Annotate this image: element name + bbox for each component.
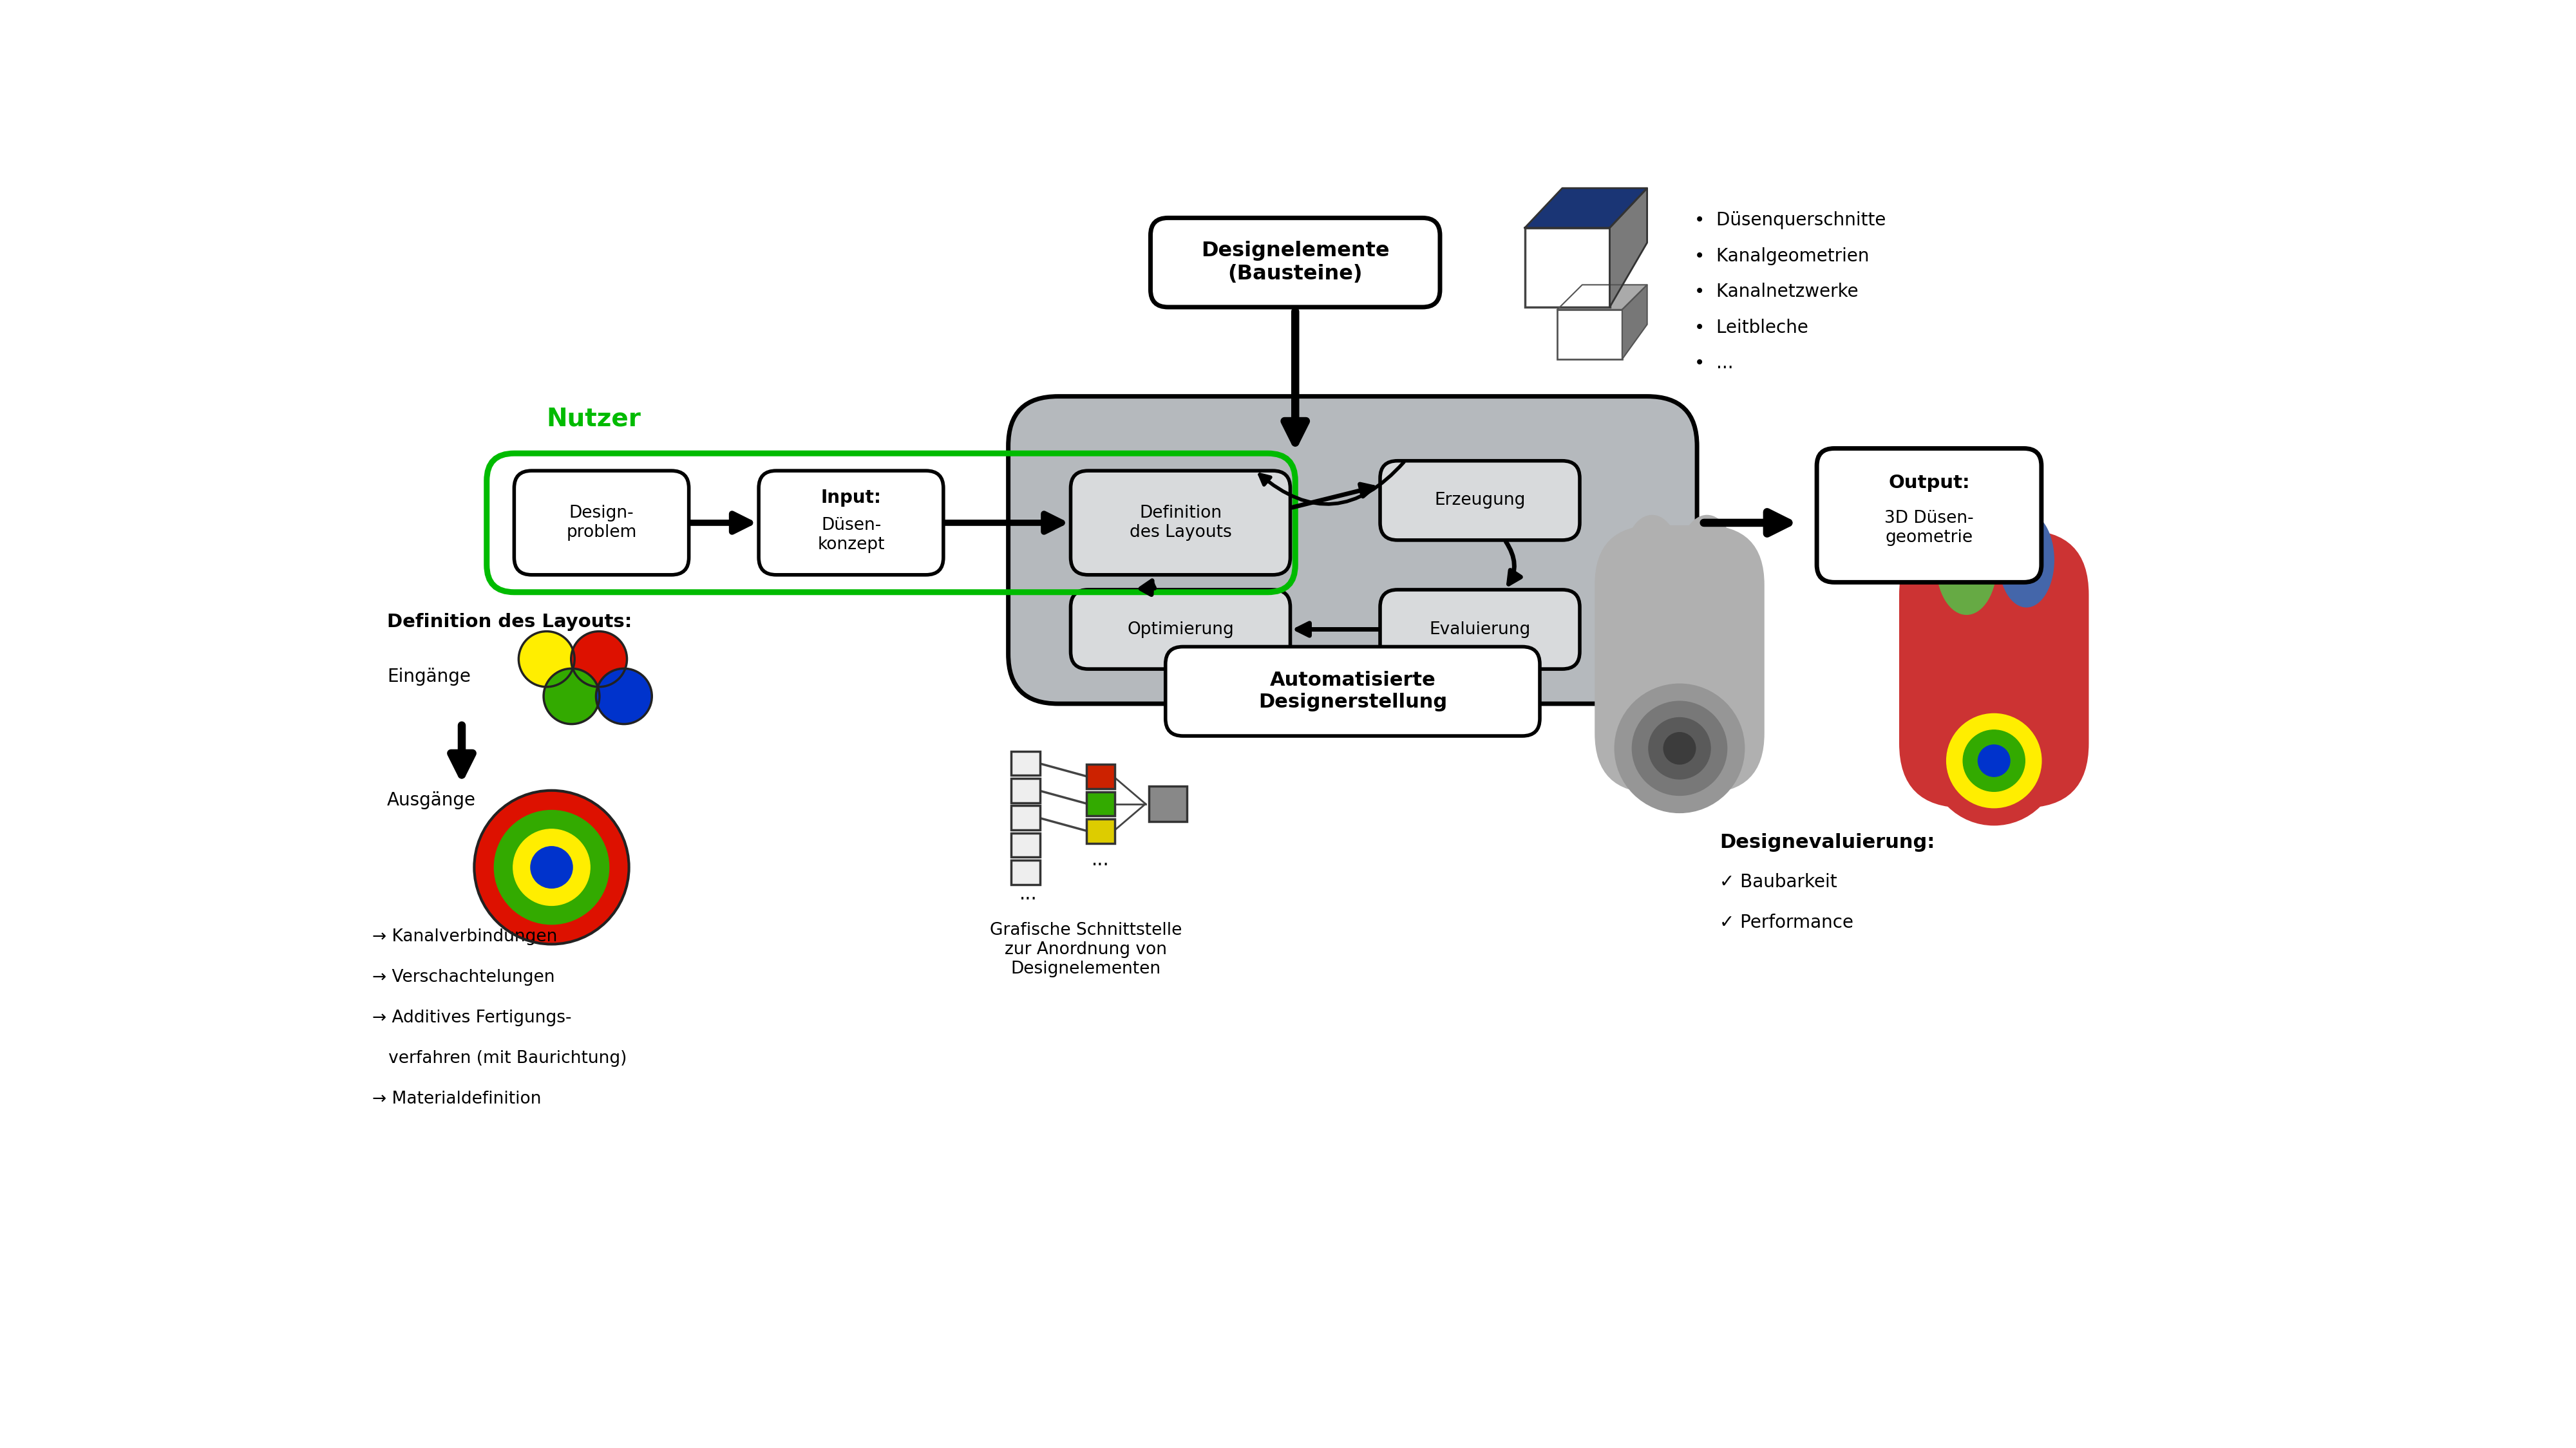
Circle shape	[572, 631, 626, 686]
Circle shape	[495, 811, 608, 924]
Ellipse shape	[1680, 515, 1734, 605]
Circle shape	[544, 669, 600, 724]
FancyBboxPatch shape	[1899, 530, 2089, 808]
FancyBboxPatch shape	[1012, 805, 1041, 830]
Circle shape	[1615, 683, 1744, 812]
Circle shape	[1963, 730, 2025, 792]
FancyBboxPatch shape	[1087, 820, 1115, 843]
Text: ✓ Baubarkeit: ✓ Baubarkeit	[1721, 873, 1837, 891]
Circle shape	[1633, 701, 1726, 795]
Text: ...: ...	[1092, 851, 1110, 869]
Text: Erzeugung: Erzeugung	[1435, 492, 1525, 508]
FancyBboxPatch shape	[1558, 310, 1623, 359]
FancyBboxPatch shape	[1012, 752, 1041, 775]
FancyBboxPatch shape	[1012, 833, 1041, 857]
Circle shape	[1664, 733, 1695, 765]
FancyBboxPatch shape	[1007, 397, 1698, 704]
Text: Automatisierte
Designerstellung: Automatisierte Designerstellung	[1257, 672, 1448, 711]
Circle shape	[1649, 718, 1710, 779]
Text: Optimierung: Optimierung	[1128, 621, 1234, 637]
Text: Input:: Input:	[822, 489, 881, 507]
Text: 3D: 3D	[1551, 255, 1582, 275]
Text: → Verschachtelungen: → Verschachtelungen	[371, 969, 554, 986]
Text: Output:: Output:	[1888, 473, 1971, 492]
Text: •  Kanalnetzwerke: • Kanalnetzwerke	[1695, 282, 1857, 301]
Text: → Materialdefinition: → Materialdefinition	[371, 1090, 541, 1108]
Circle shape	[1947, 714, 2040, 808]
FancyBboxPatch shape	[1012, 860, 1041, 885]
FancyBboxPatch shape	[1072, 471, 1291, 575]
Text: verfahren (mit Baurichtung): verfahren (mit Baurichtung)	[371, 1050, 626, 1067]
FancyBboxPatch shape	[760, 471, 943, 575]
FancyBboxPatch shape	[1595, 526, 1765, 794]
FancyBboxPatch shape	[1525, 227, 1610, 307]
Circle shape	[595, 669, 652, 724]
Text: Designevaluierung:: Designevaluierung:	[1721, 833, 1935, 851]
FancyBboxPatch shape	[1164, 647, 1540, 736]
FancyBboxPatch shape	[1149, 786, 1188, 821]
Text: Definition
des Layouts: Definition des Layouts	[1128, 505, 1231, 540]
Ellipse shape	[1625, 515, 1680, 605]
Text: Nutzer: Nutzer	[546, 407, 641, 432]
FancyBboxPatch shape	[1012, 779, 1041, 802]
Ellipse shape	[1999, 513, 2053, 607]
Text: Grafische Schnittstelle
zur Anordnung von
Designelementen: Grafische Schnittstelle zur Anordnung vo…	[989, 922, 1182, 977]
Circle shape	[1929, 696, 2058, 825]
Text: Definition des Layouts:: Definition des Layouts:	[386, 613, 631, 631]
Text: Düsen-
konzept: Düsen- konzept	[817, 517, 884, 553]
Text: •  Kanalgeometrien: • Kanalgeometrien	[1695, 248, 1870, 265]
Text: Evaluierung: Evaluierung	[1430, 621, 1530, 637]
Text: Design-
problem: Design- problem	[567, 505, 636, 540]
FancyBboxPatch shape	[1381, 589, 1579, 669]
Ellipse shape	[1937, 515, 1996, 614]
Text: ...: ...	[1020, 886, 1038, 904]
Polygon shape	[1525, 188, 1646, 227]
Circle shape	[513, 830, 590, 905]
FancyBboxPatch shape	[1072, 589, 1291, 669]
FancyBboxPatch shape	[1381, 460, 1579, 540]
Polygon shape	[1558, 285, 1646, 310]
Text: → Additives Fertigungs-: → Additives Fertigungs-	[371, 1009, 572, 1027]
Circle shape	[531, 847, 572, 888]
FancyBboxPatch shape	[515, 471, 688, 575]
FancyBboxPatch shape	[1087, 792, 1115, 817]
Polygon shape	[1610, 188, 1646, 307]
Text: Designelemente
(Bausteine): Designelemente (Bausteine)	[1200, 240, 1388, 284]
Circle shape	[474, 791, 629, 944]
Text: Ausgänge: Ausgänge	[386, 792, 477, 809]
Polygon shape	[1623, 285, 1646, 359]
Circle shape	[1978, 744, 2009, 776]
Text: •  ...: • ...	[1695, 355, 1734, 372]
Text: Eingänge: Eingänge	[386, 668, 471, 685]
Text: •  Leitbleche: • Leitbleche	[1695, 319, 1808, 336]
Text: ✓ Performance: ✓ Performance	[1721, 914, 1855, 933]
FancyBboxPatch shape	[1151, 217, 1440, 307]
FancyBboxPatch shape	[1087, 765, 1115, 789]
FancyBboxPatch shape	[1816, 449, 2040, 582]
Text: → Kanalverbindungen: → Kanalverbindungen	[371, 928, 556, 946]
Text: 3D Düsen-
geometrie: 3D Düsen- geometrie	[1886, 510, 1973, 546]
Text: •  Düsenquerschnitte: • Düsenquerschnitte	[1695, 211, 1886, 229]
Circle shape	[518, 631, 574, 686]
